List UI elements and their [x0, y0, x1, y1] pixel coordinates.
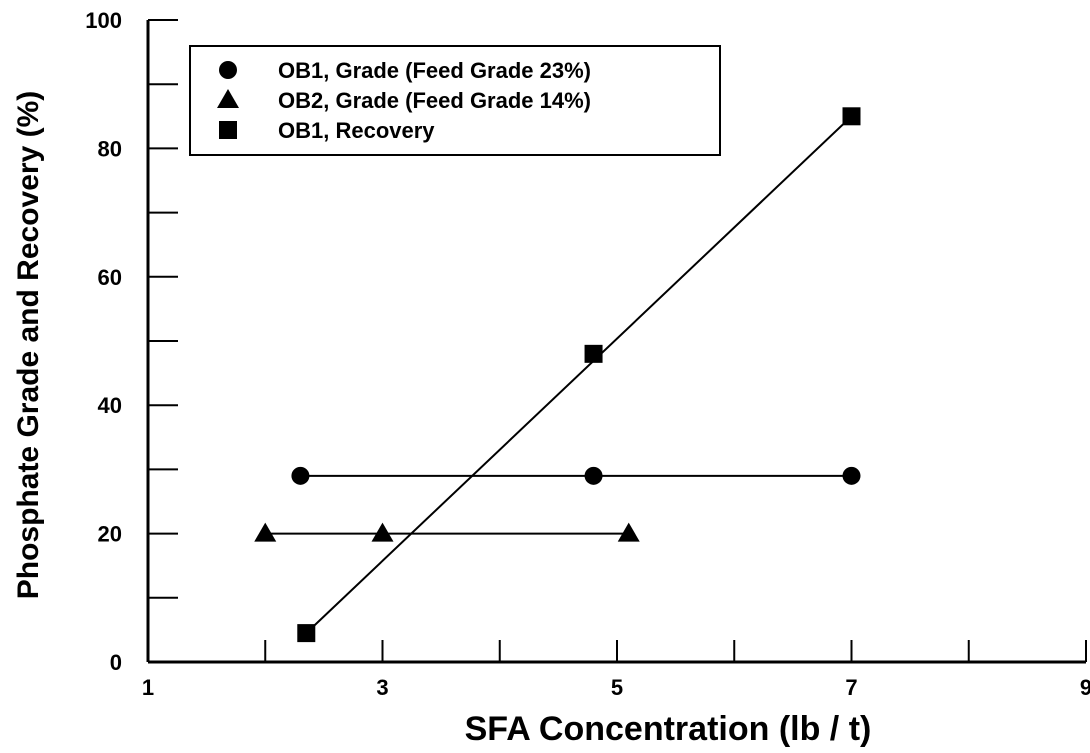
legend-label: OB2, Grade (Feed Grade 14%) [278, 88, 591, 113]
x-tick-label: 1 [142, 675, 154, 700]
circle-data-point [842, 466, 861, 485]
data-markers [254, 107, 861, 643]
square-data-point [842, 107, 861, 126]
y-ticks: 0 20 40 60 80 100 [85, 8, 178, 675]
triangle-data-point [371, 522, 394, 542]
legend-square-marker [219, 121, 237, 139]
x-ticks: 1 3 5 7 9 [142, 640, 1090, 700]
y-tick-label: 20 [98, 522, 122, 547]
y-tick-label: 0 [110, 650, 122, 675]
square-data-point [584, 344, 603, 363]
x-tick-label: 7 [845, 675, 857, 700]
legend: OB1, Grade (Feed Grade 23%) OB2, Grade (F… [189, 45, 721, 156]
circle-data-point [584, 466, 603, 485]
fit-lines [265, 115, 853, 634]
x-tick-label: 5 [611, 675, 623, 700]
circle-data-point [291, 466, 310, 485]
x-tick-label: 9 [1080, 675, 1090, 700]
legend-label: OB1, Recovery [278, 118, 435, 143]
fit-line [305, 115, 853, 634]
y-tick-label: 60 [98, 265, 122, 290]
legend-triangle-marker [217, 89, 239, 108]
square-data-point [297, 624, 316, 643]
y-tick-label: 80 [98, 136, 122, 161]
x-tick-label: 3 [376, 675, 388, 700]
legend-items: OB1, Grade (Feed Grade 23%) OB2, Grade (F… [217, 58, 591, 143]
legend-box [189, 45, 721, 156]
x-axis-title: SFA Concentration (lb / t) [465, 710, 872, 748]
triangle-data-point [617, 522, 640, 542]
triangle-data-point [254, 522, 277, 542]
y-tick-label: 40 [98, 393, 122, 418]
legend-circle-marker [219, 61, 237, 79]
y-axis-title: Phosphate Grade and Recovery (%) [12, 91, 45, 599]
legend-label: OB1, Grade (Feed Grade 23%) [278, 58, 591, 83]
y-tick-label: 100 [85, 8, 122, 33]
